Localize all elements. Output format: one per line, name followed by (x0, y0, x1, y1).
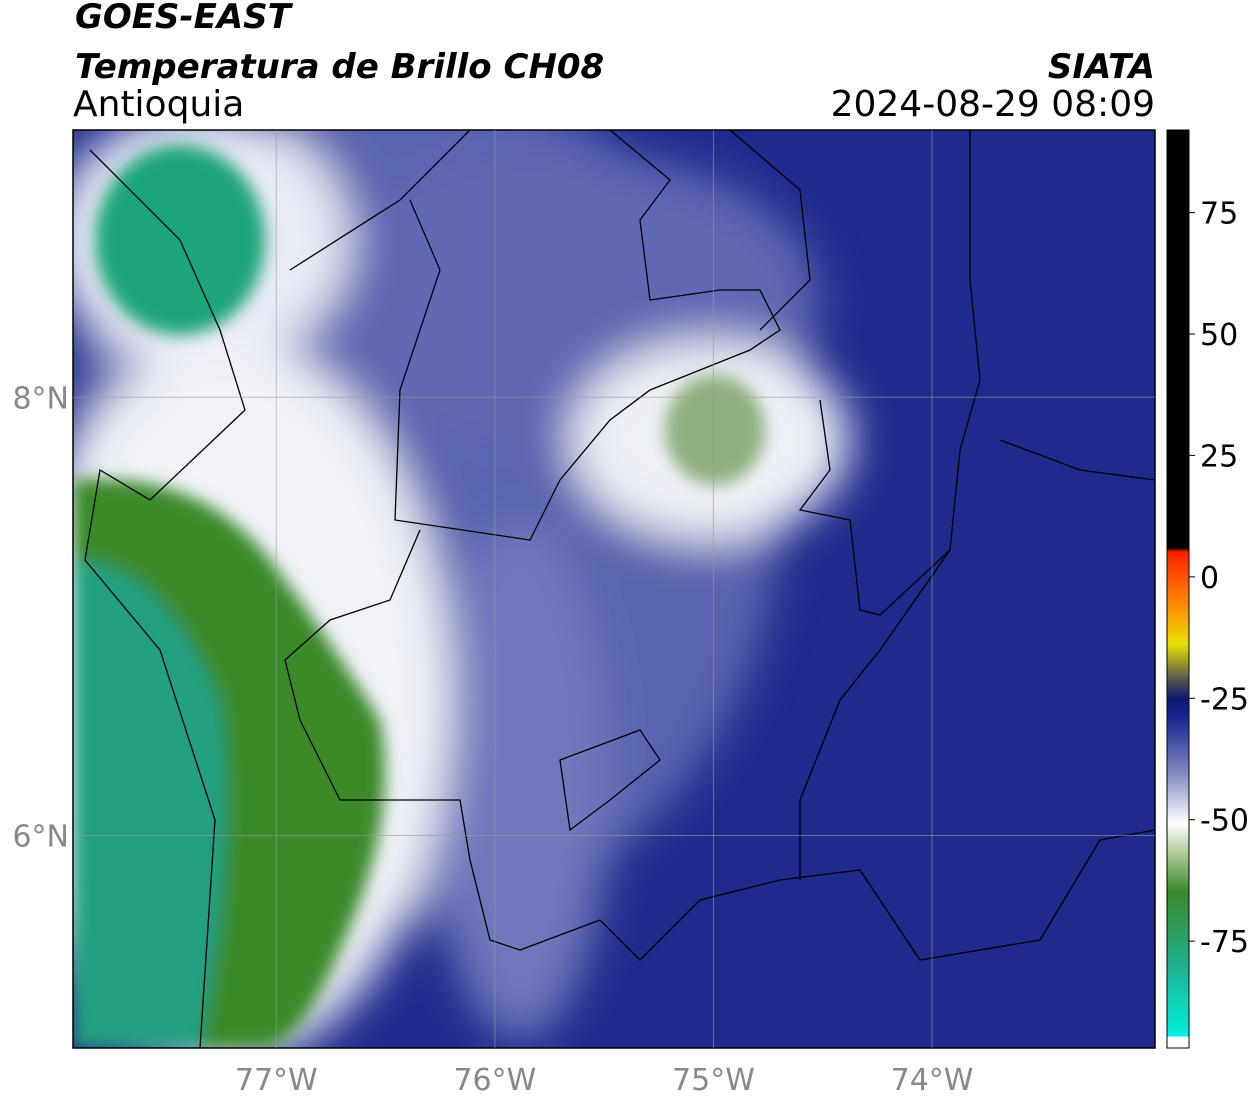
satellite: GOES-EAST (75, 0, 294, 37)
colorbar-tick-label: 75 (1200, 197, 1238, 232)
colorbar-tick-label: -50 (1200, 804, 1249, 839)
colorbar-tick-label: 0 (1200, 561, 1219, 596)
x-tick-label: 74°W (891, 1063, 974, 1098)
colorbar-tick-label: -75 (1200, 925, 1249, 960)
datetime: 2024-08-29 08:09 (831, 84, 1155, 125)
y-tick-label: 8°N (12, 381, 69, 416)
boundaries (84, 130, 1155, 1048)
region: Antioquia (73, 84, 244, 125)
source: SIATA (1048, 47, 1155, 87)
x-tick-label: 75°W (672, 1063, 755, 1098)
colorbar (1166, 129, 1190, 1049)
x-tick-label: 77°W (235, 1063, 318, 1098)
product: Temperatura de Brillo CH08 (75, 47, 604, 87)
y-tick-label: 6°N (12, 819, 69, 854)
imagery (73, 130, 1155, 1048)
colorbar-tick-label: 25 (1200, 439, 1238, 474)
colorbar-tick-label: 50 (1200, 318, 1238, 353)
colorbar-tick-label: -25 (1200, 682, 1249, 717)
x-tick-label: 76°W (453, 1063, 536, 1098)
map-frame (72, 129, 1156, 1049)
